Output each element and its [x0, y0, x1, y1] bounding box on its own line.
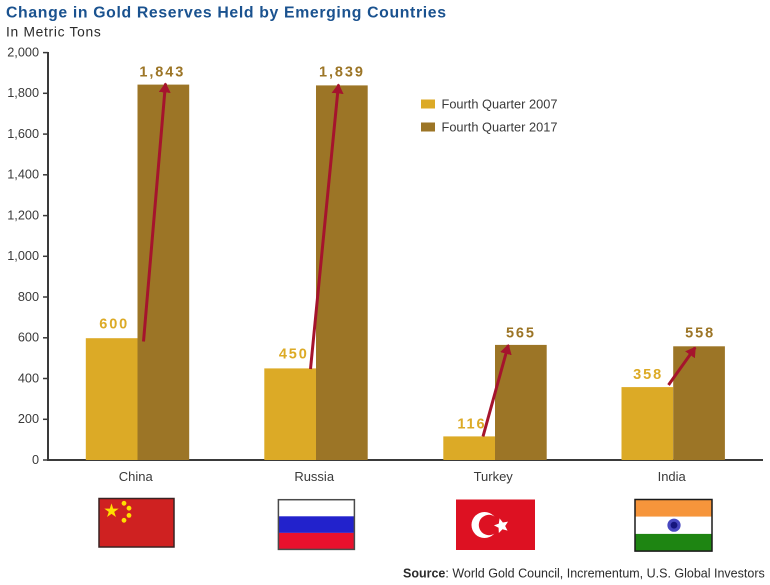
svg-text:1,400: 1,400	[7, 168, 39, 182]
svg-text:1,200: 1,200	[7, 208, 39, 222]
svg-text:Turkey: Turkey	[474, 469, 514, 484]
svg-text:358: 358	[633, 367, 663, 383]
svg-text:1,839: 1,839	[319, 65, 365, 81]
svg-text:China: China	[119, 469, 154, 484]
svg-text:116: 116	[457, 417, 486, 433]
svg-text:Russia: Russia	[294, 469, 335, 484]
svg-text:2,000: 2,000	[7, 45, 39, 59]
svg-text:800: 800	[18, 290, 39, 304]
svg-text:600: 600	[18, 331, 39, 345]
svg-text:1,000: 1,000	[7, 249, 39, 263]
svg-text:565: 565	[506, 326, 536, 342]
svg-text:1,843: 1,843	[139, 65, 185, 81]
svg-text:400: 400	[18, 371, 39, 385]
svg-text:1,600: 1,600	[7, 127, 39, 141]
svg-text:558: 558	[685, 326, 715, 342]
svg-text:Source: World Gold Council, In: Source: World Gold Council, Incrementum,…	[403, 567, 765, 581]
svg-text:In Metric Tons: In Metric Tons	[6, 25, 101, 40]
svg-text:Fourth Quarter 2007: Fourth Quarter 2007	[442, 97, 558, 112]
svg-text:1,800: 1,800	[7, 86, 39, 100]
svg-text:0: 0	[32, 453, 39, 467]
svg-text:Fourth Quarter 2017: Fourth Quarter 2017	[442, 120, 558, 135]
svg-text:600: 600	[99, 317, 129, 333]
svg-text:Change in Gold Reserves Held b: Change in Gold Reserves Held by Emerging…	[6, 5, 447, 22]
svg-text:India: India	[658, 469, 687, 484]
svg-text:200: 200	[18, 412, 39, 426]
svg-text:450: 450	[279, 347, 309, 363]
